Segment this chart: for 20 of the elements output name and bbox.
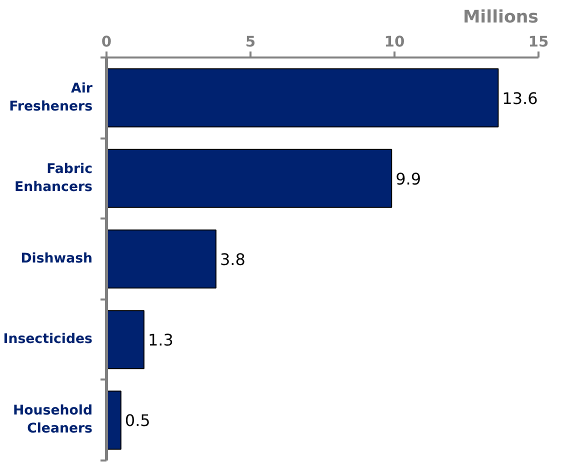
bar <box>106 310 144 370</box>
y-tick-label: Insecticides <box>3 332 93 348</box>
data-label: 9.9 <box>396 169 422 188</box>
bar <box>106 390 122 450</box>
bar <box>106 148 392 208</box>
x-tick-label: 5 <box>245 34 256 50</box>
y-tick-label: Household Cleaners <box>12 404 93 437</box>
bar <box>106 68 499 128</box>
x-axis-title: Millions <box>462 8 539 28</box>
data-label: 1.3 <box>148 330 174 350</box>
data-label: 0.5 <box>124 411 150 430</box>
y-tick-label: Air Fresheners <box>9 81 93 114</box>
x-tick-label: 10 <box>384 34 405 50</box>
x-tick-label: 0 <box>101 34 112 50</box>
bar <box>106 229 216 289</box>
y-tick-label: Dishwash <box>20 252 93 266</box>
x-tick-label: 15 <box>528 34 549 50</box>
data-label: 13.6 <box>502 88 538 108</box>
y-tick-label: Fabric Enhancers <box>14 162 93 195</box>
data-label: 3.8 <box>220 250 246 269</box>
